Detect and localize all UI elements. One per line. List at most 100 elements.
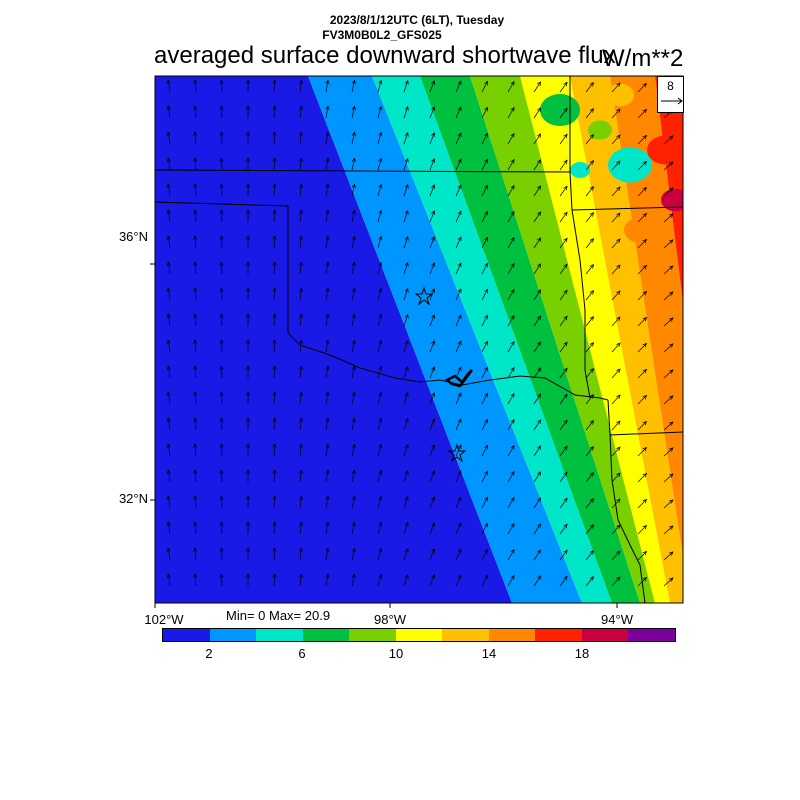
wind-vector bbox=[481, 315, 488, 327]
wind-vector-head bbox=[378, 313, 383, 319]
wind-vector bbox=[403, 340, 409, 353]
wind-vector bbox=[611, 264, 621, 275]
wind-vector bbox=[507, 523, 515, 535]
wind-vector bbox=[507, 341, 515, 353]
wind-vector-head bbox=[589, 576, 595, 581]
wind-vector-head bbox=[563, 471, 568, 477]
wind-vector bbox=[481, 133, 488, 145]
wind-vector-head bbox=[457, 184, 462, 190]
wind-vector bbox=[194, 496, 197, 509]
flux-band bbox=[372, 76, 612, 603]
wind-vector-head bbox=[668, 213, 674, 218]
wind-vector-head bbox=[193, 469, 198, 474]
wind-vector-head bbox=[457, 262, 462, 268]
wind-vector-head bbox=[510, 392, 515, 398]
wind-vector-head bbox=[616, 108, 621, 114]
wind-vector bbox=[507, 289, 515, 301]
wind-vector bbox=[299, 366, 302, 379]
wind-vector-head bbox=[484, 522, 488, 528]
wind-vector bbox=[273, 470, 276, 483]
wind-vector-head bbox=[404, 547, 409, 553]
wind-vector-head bbox=[536, 107, 541, 112]
wind-vector-head bbox=[616, 576, 621, 582]
wind-vector bbox=[403, 522, 409, 535]
flux-band bbox=[700, 76, 800, 603]
wind-vector-head bbox=[510, 314, 515, 320]
wind-vector-head bbox=[219, 417, 224, 422]
colorbar-label: 14 bbox=[481, 646, 497, 661]
wind-vector-head bbox=[668, 343, 674, 348]
wind-vector bbox=[559, 212, 568, 223]
wind-vector-head bbox=[351, 417, 356, 423]
wind-vector bbox=[455, 184, 462, 197]
wind-vector bbox=[533, 575, 541, 587]
wind-vector bbox=[585, 446, 594, 457]
wind-vector-head bbox=[298, 365, 304, 370]
wind-vector-head bbox=[219, 547, 224, 552]
wind-vector-head bbox=[351, 105, 356, 111]
wind-vector bbox=[273, 184, 276, 197]
wind-vector-head bbox=[325, 443, 330, 449]
wind-vector-head bbox=[351, 79, 356, 85]
wind-vector-head bbox=[166, 521, 171, 527]
cloud-patch bbox=[647, 135, 683, 165]
wind-vector-head bbox=[298, 417, 304, 422]
wind-vector bbox=[377, 262, 382, 275]
wind-vector-head bbox=[166, 495, 171, 501]
wind-vector-head bbox=[563, 575, 568, 581]
missouri-south-border bbox=[571, 206, 683, 211]
wind-vector bbox=[429, 184, 435, 197]
wind-vector-head bbox=[668, 291, 674, 296]
wind-vector bbox=[507, 367, 515, 379]
wind-vector-head bbox=[536, 159, 541, 164]
wind-vector-head bbox=[642, 108, 648, 114]
wind-vector-head bbox=[272, 261, 277, 266]
wind-vector bbox=[481, 341, 488, 353]
wind-vector bbox=[194, 444, 197, 457]
wind-vector bbox=[611, 160, 621, 171]
wind-vector bbox=[663, 395, 674, 405]
wind-vector-head bbox=[431, 548, 436, 553]
wind-vector-head bbox=[642, 472, 648, 478]
wind-vector-head bbox=[272, 183, 277, 188]
wind-vector-head bbox=[378, 287, 383, 293]
wind-vector bbox=[533, 81, 541, 93]
wind-vector bbox=[403, 236, 409, 249]
wind-vector bbox=[167, 366, 171, 379]
wind-vector-head bbox=[642, 524, 648, 530]
wind-vector-head bbox=[246, 339, 251, 344]
wind-vector-head bbox=[298, 443, 304, 448]
wind-vector bbox=[194, 392, 197, 405]
wind-vector-head bbox=[616, 212, 621, 218]
wind-vector bbox=[273, 314, 276, 327]
wind-vector bbox=[273, 340, 276, 353]
wind-vector-head bbox=[351, 183, 356, 189]
wind-vector bbox=[377, 132, 382, 145]
wind-vector-head bbox=[431, 496, 436, 501]
wind-vector-head bbox=[510, 106, 515, 112]
wind-vector-head bbox=[246, 79, 251, 84]
wind-vector-head bbox=[668, 447, 674, 452]
wind-vector-head bbox=[536, 263, 541, 268]
wind-vector-head bbox=[298, 469, 304, 474]
wind-vector bbox=[299, 210, 302, 223]
wind-vector-head bbox=[642, 316, 648, 322]
wind-vector-head bbox=[563, 289, 568, 295]
wind-vector-head bbox=[642, 82, 648, 88]
wind-vector bbox=[611, 316, 621, 327]
wind-vector-head bbox=[351, 469, 356, 475]
wind-vector-head bbox=[246, 287, 251, 292]
wind-vector-head bbox=[404, 209, 409, 215]
wind-vector-head bbox=[457, 470, 462, 476]
wind-vector bbox=[533, 419, 541, 431]
wind-vector bbox=[507, 419, 515, 431]
wind-vector bbox=[481, 367, 488, 379]
wind-vector bbox=[663, 239, 674, 249]
wind-vector-head bbox=[484, 366, 488, 372]
wind-vector-head bbox=[536, 81, 541, 86]
wind-vector-head bbox=[536, 393, 541, 398]
wind-vector-head bbox=[457, 132, 462, 138]
flux-band bbox=[470, 76, 655, 603]
wind-vector-head bbox=[272, 339, 277, 344]
wind-vector bbox=[273, 548, 276, 561]
